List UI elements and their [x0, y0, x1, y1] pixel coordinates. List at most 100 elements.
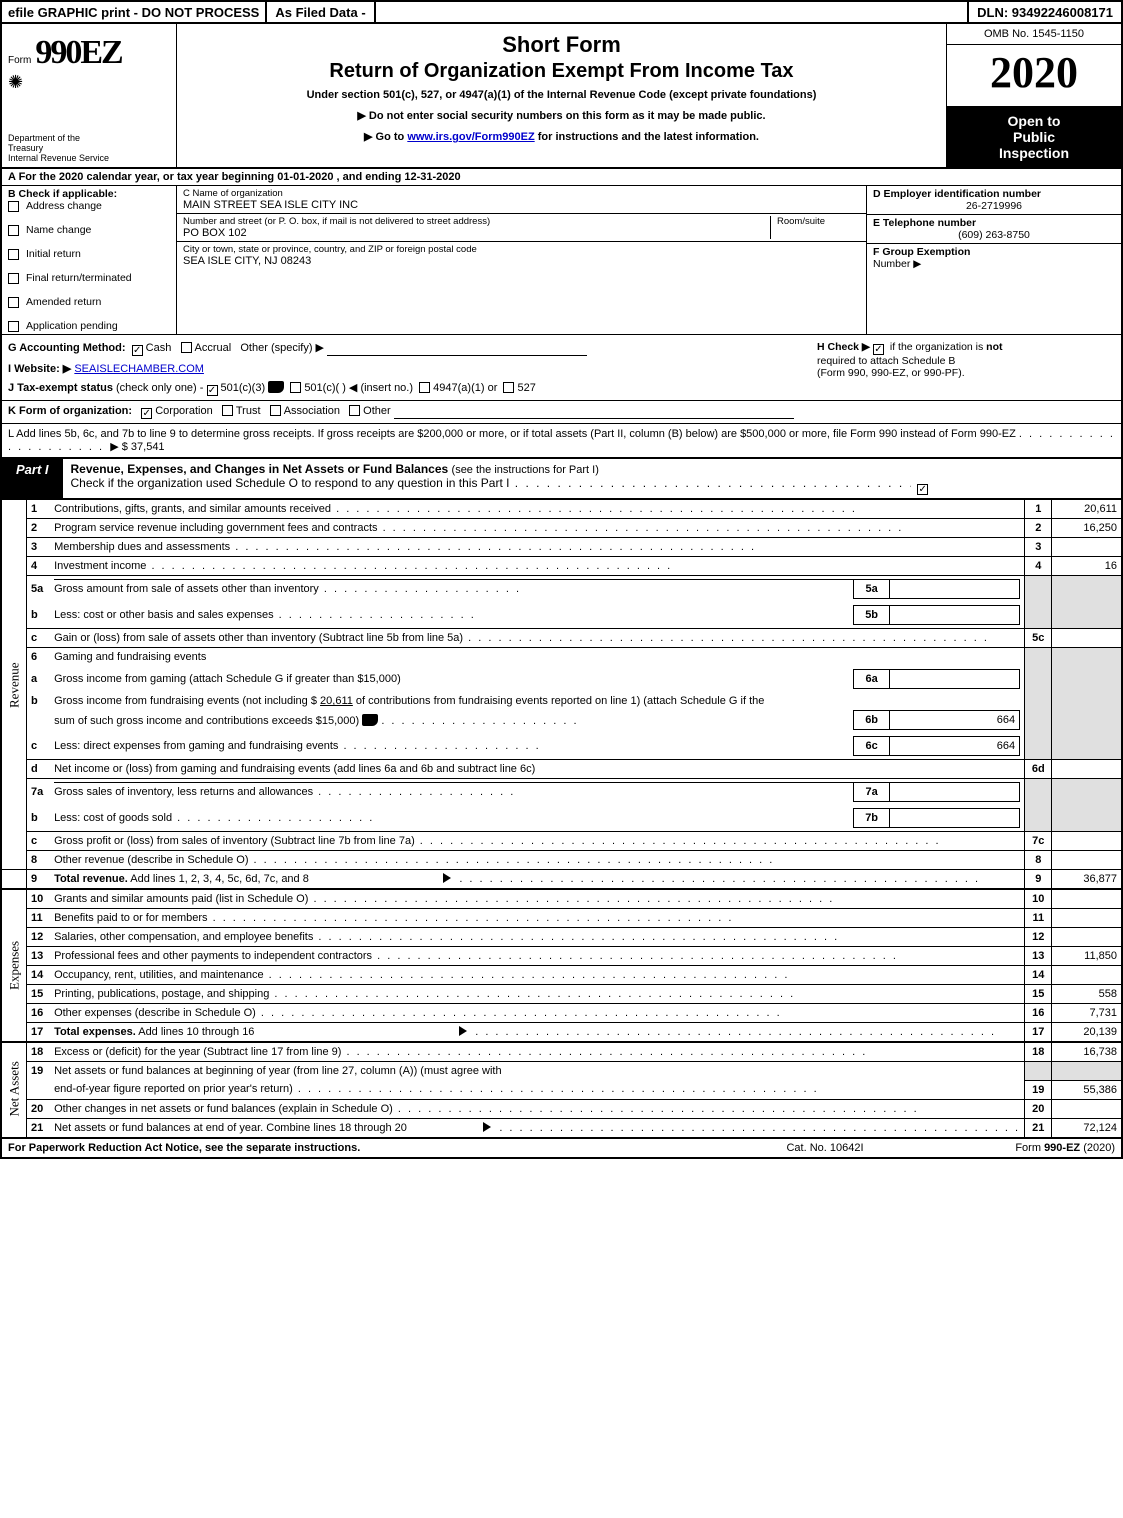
desc: Net assets or fund balances at beginning… — [50, 1062, 1025, 1081]
n: 17 — [27, 1023, 51, 1043]
section-H: H Check ▶ if the organization is not req… — [811, 335, 1121, 400]
desc: Occupancy, rent, utilities, and maintena… — [50, 966, 1025, 985]
cell-C-address: Number and street (or P. O. box, if mail… — [177, 214, 866, 242]
schedule-icon[interactable] — [362, 714, 378, 726]
check-association[interactable] — [270, 405, 281, 416]
desc: Gross sales of inventory, less returns a… — [50, 779, 1025, 806]
website-link[interactable]: SEAISLECHAMBER.COM — [74, 363, 204, 375]
desc: Excess or (deficit) for the year (Subtra… — [50, 1042, 1025, 1062]
efile-notice: efile GRAPHIC print - DO NOT PROCESS — [2, 3, 265, 22]
row-9: 9 Total revenue. Add lines 1, 2, 3, 4, 5… — [2, 870, 1121, 890]
other-specify-field[interactable] — [327, 343, 587, 356]
box-num: 19 — [1025, 1080, 1052, 1099]
box-val: 16,738 — [1052, 1042, 1121, 1062]
check-name-change[interactable]: Name change — [8, 224, 170, 236]
row-6a: a Gross income from gaming (attach Sched… — [2, 666, 1121, 692]
cell-E: E Telephone number (609) 263-8750 — [867, 215, 1121, 244]
check-527[interactable] — [503, 382, 514, 393]
desc-text: Excess or (deficit) for the year (Subtra… — [54, 1046, 341, 1058]
desc: Net income or (loss) from gaming and fun… — [50, 760, 1025, 779]
desc: Other expenses (describe in Schedule O) — [50, 1004, 1025, 1023]
part-I-tag: Part I — [2, 459, 63, 498]
cell-C-name: C Name of organization MAIN STREET SEA I… — [177, 186, 866, 214]
check-501c[interactable] — [290, 382, 301, 393]
G-label: G Accounting Method: — [8, 342, 126, 354]
desc: Less: cost of goods sold 7b — [50, 805, 1025, 832]
omb-number: OMB No. 1545-1150 — [947, 24, 1121, 45]
dln-number: DLN: 93492246008171 — [967, 2, 1121, 22]
row-2: 2 Program service revenue including gove… — [2, 519, 1121, 538]
row-5a: 5a Gross amount from sale of assets othe… — [2, 576, 1121, 603]
box-num: 10 — [1025, 889, 1052, 909]
check-corporation[interactable] — [141, 408, 152, 419]
check-final-return[interactable]: Final return/terminated — [8, 272, 170, 284]
H-check-label: H Check ▶ — [817, 341, 870, 353]
desc: Other changes in net assets or fund bala… — [50, 1099, 1025, 1118]
part-I-title-block: Revenue, Expenses, and Changes in Net As… — [63, 459, 1121, 498]
H-text1: if the organization is — [890, 341, 986, 353]
inner-box: 6c — [854, 737, 890, 756]
expenses-side-label: Expenses — [2, 889, 27, 1042]
desc: Less: direct expenses from gaming and fu… — [50, 733, 1025, 760]
n: 2 — [27, 519, 51, 538]
desc: Gaming and fundraising events — [50, 648, 1025, 667]
check-amended-return[interactable]: Amended return — [8, 296, 170, 308]
inner-val — [890, 580, 1020, 599]
check-trust[interactable] — [222, 405, 233, 416]
desc: Gross income from gaming (attach Schedul… — [50, 666, 1025, 692]
line-I: I Website: ▶ SEAISLECHAMBER.COM — [8, 362, 805, 375]
part-I-header: Part I Revenue, Expenses, and Changes in… — [2, 459, 1121, 499]
desc-text: Less: cost of goods sold — [54, 812, 172, 824]
check-accrual[interactable] — [181, 342, 192, 353]
check-H[interactable] — [873, 344, 884, 355]
desc-bold: Total expenses. — [54, 1026, 136, 1038]
check-initial-return[interactable]: Initial return — [8, 248, 170, 260]
line-K: K Form of organization: Corporation Trus… — [2, 401, 1121, 424]
desc-mid: of contributions from fundraising events… — [353, 695, 765, 707]
desc-text: end-of-year figure reported on prior yea… — [54, 1083, 293, 1095]
desc-text: Gross amount from sale of assets other t… — [54, 583, 319, 595]
k-trust-label: Trust — [236, 405, 261, 417]
desc: Gain or (loss) from sale of assets other… — [50, 629, 1025, 648]
desc: Printing, publications, postage, and shi… — [50, 985, 1025, 1004]
schedule-icon[interactable] — [268, 381, 284, 393]
F-label: F Group Exemption — [873, 246, 970, 258]
check-4947[interactable] — [419, 382, 430, 393]
check-cash[interactable] — [132, 345, 143, 356]
box-num: 20 — [1025, 1099, 1052, 1118]
section-B: B Check if applicable: Address change Na… — [2, 186, 177, 334]
k-assoc-label: Association — [284, 405, 340, 417]
box-num: 9 — [1025, 870, 1052, 890]
k-other-field[interactable] — [394, 406, 794, 419]
n: 6 — [27, 648, 51, 667]
shade-cell — [1052, 576, 1121, 629]
desc-text: Professional fees and other payments to … — [54, 950, 372, 962]
desc-bold: Total revenue. — [54, 873, 128, 885]
box-num: 14 — [1025, 966, 1052, 985]
page-footer: For Paperwork Reduction Act Notice, see … — [2, 1137, 1121, 1157]
J-note: (check only one) - — [113, 382, 207, 394]
revenue-side-label: Revenue — [2, 500, 27, 870]
check-address-change[interactable]: Address change — [8, 200, 170, 212]
part-I-note: (see the instructions for Part I) — [452, 464, 599, 476]
n: 11 — [27, 909, 51, 928]
n: b — [27, 602, 51, 629]
n: c — [27, 733, 51, 760]
check-other[interactable] — [349, 405, 360, 416]
check-501c3[interactable] — [207, 385, 218, 396]
desc: Salaries, other compensation, and employ… — [50, 928, 1025, 947]
check-application-pending[interactable]: Application pending — [8, 320, 170, 332]
desc: Total revenue. Add lines 1, 2, 3, 4, 5c,… — [50, 870, 1025, 890]
check-schedule-O[interactable] — [917, 484, 928, 495]
B-header-text: B Check if applicable: — [8, 188, 117, 200]
dept-line1: Department of the — [8, 133, 80, 143]
box-val: 55,386 — [1052, 1080, 1121, 1099]
footer-left: For Paperwork Reduction Act Notice, see … — [8, 1142, 735, 1154]
row-20: 20 Other changes in net assets or fund b… — [2, 1099, 1121, 1118]
n: a — [27, 666, 51, 692]
row-6c: c Less: direct expenses from gaming and … — [2, 733, 1121, 760]
n: 4 — [27, 557, 51, 576]
goto-link[interactable]: www.irs.gov/Form990EZ — [407, 131, 534, 143]
subtitle: Under section 501(c), 527, or 4947(a)(1)… — [189, 89, 934, 101]
row-8: 8 Other revenue (describe in Schedule O)… — [2, 851, 1121, 870]
